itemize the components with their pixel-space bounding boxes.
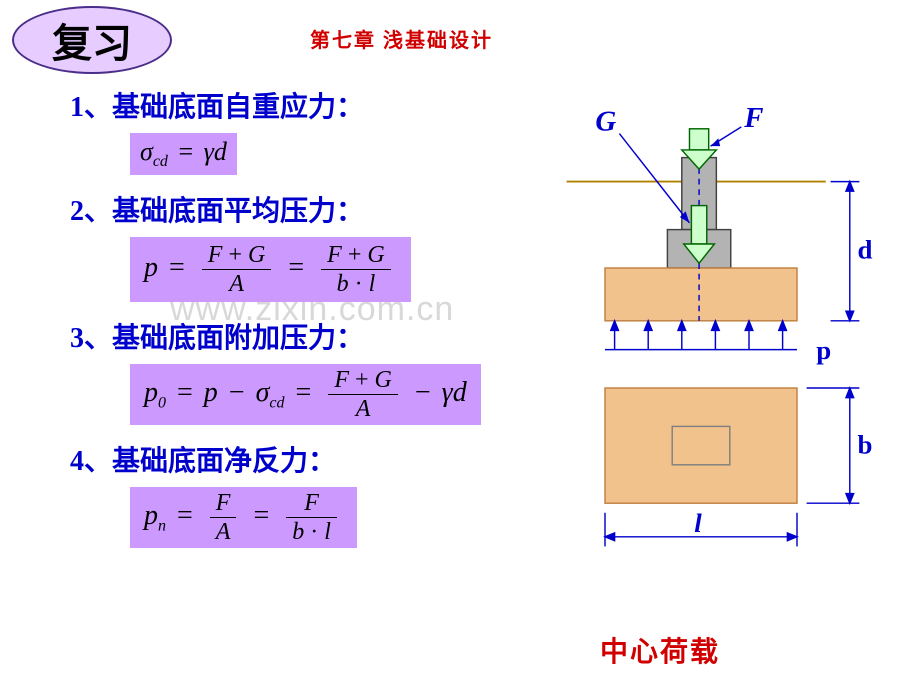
footing-plan bbox=[605, 388, 797, 503]
pointer-g bbox=[619, 134, 689, 223]
item-2-heading: 2、基础底面平均压力： bbox=[70, 189, 530, 229]
f4-den2b: l bbox=[324, 519, 331, 545]
item-4-heading: 4、基础底面净反力： bbox=[70, 439, 530, 479]
dim-d bbox=[831, 182, 860, 321]
f4-num2: F bbox=[286, 489, 337, 518]
item-4: 4、基础底面净反力： pn = F A = F b · l bbox=[70, 439, 530, 548]
pressure-arrows bbox=[605, 321, 797, 350]
f3-p: p bbox=[204, 377, 218, 408]
item-3-heading: 3、基础底面附加压力： bbox=[70, 316, 530, 356]
footing-elevation bbox=[605, 268, 797, 321]
foundation-diagram: F G d p b bbox=[560, 100, 890, 580]
label-p: p bbox=[816, 335, 831, 365]
f4-num1: F bbox=[210, 489, 237, 518]
f4-frac2: F b · l bbox=[286, 489, 337, 546]
f3-lhs: p bbox=[144, 377, 158, 408]
f3-frac: F + G A bbox=[328, 366, 398, 423]
f2-frac1: F + G A bbox=[202, 241, 272, 298]
f1-rhs: γd bbox=[204, 137, 227, 166]
f2-num1b: G bbox=[248, 242, 265, 268]
f4-lhs: p bbox=[144, 500, 158, 531]
diagram-caption: 中心荷载 bbox=[600, 630, 720, 670]
f4-den1: A bbox=[210, 518, 237, 546]
f3-sigma: σ bbox=[256, 377, 270, 408]
f2-num2a: F bbox=[327, 242, 342, 268]
f3-tail: γd bbox=[442, 377, 467, 408]
item-3: 3、基础底面附加压力： p0 = p − σcd = F + G A − γd bbox=[70, 316, 530, 425]
f2-num1a: F bbox=[208, 242, 223, 268]
review-badge: 复习 bbox=[12, 6, 172, 74]
f3-numb: G bbox=[375, 367, 392, 393]
f3-den: A bbox=[328, 395, 398, 423]
f4-frac1: F A bbox=[210, 489, 237, 546]
item-1-heading: 1、基础底面自重应力： bbox=[70, 85, 530, 125]
formula-1: σcd = γd bbox=[130, 133, 237, 175]
dim-b bbox=[807, 388, 860, 503]
formula-4: pn = F A = F b · l bbox=[130, 487, 357, 548]
f2-lhs: p bbox=[144, 252, 158, 283]
f4-lhs-sub: n bbox=[158, 518, 166, 535]
f3-lhs-sub: 0 bbox=[158, 395, 166, 412]
label-l: l bbox=[694, 508, 702, 538]
item-1: 1、基础底面自重应力： σcd = γd bbox=[70, 85, 530, 175]
f4-den2a: b bbox=[292, 519, 304, 545]
content-list: 1、基础底面自重应力： σcd = γd 2、基础底面平均压力： p = F +… bbox=[70, 85, 530, 562]
label-g: G bbox=[595, 106, 616, 138]
label-d: d bbox=[857, 234, 872, 264]
item-2: 2、基础底面平均压力： p = F + G A = F + G b · l bbox=[70, 189, 530, 302]
f2-den2a: b bbox=[337, 271, 349, 297]
pointer-f-head bbox=[711, 138, 721, 146]
f2-frac2: F + G b · l bbox=[321, 241, 391, 298]
label-f: F bbox=[743, 102, 763, 134]
label-b: b bbox=[857, 429, 872, 459]
formula-3: p0 = p − σcd = F + G A − γd bbox=[130, 364, 481, 425]
f1-lhs-var: σ bbox=[140, 137, 153, 166]
formula-2: p = F + G A = F + G b · l bbox=[130, 237, 411, 302]
f2-num2b: G bbox=[367, 242, 384, 268]
f2-den2b: l bbox=[369, 271, 376, 297]
f3-sigma-sub: cd bbox=[269, 395, 284, 412]
f1-lhs-sub: cd bbox=[153, 153, 168, 170]
f2-den1: A bbox=[202, 270, 272, 298]
f3-numa: F bbox=[334, 367, 349, 393]
chapter-title: 第七章 浅基础设计 bbox=[310, 24, 493, 53]
